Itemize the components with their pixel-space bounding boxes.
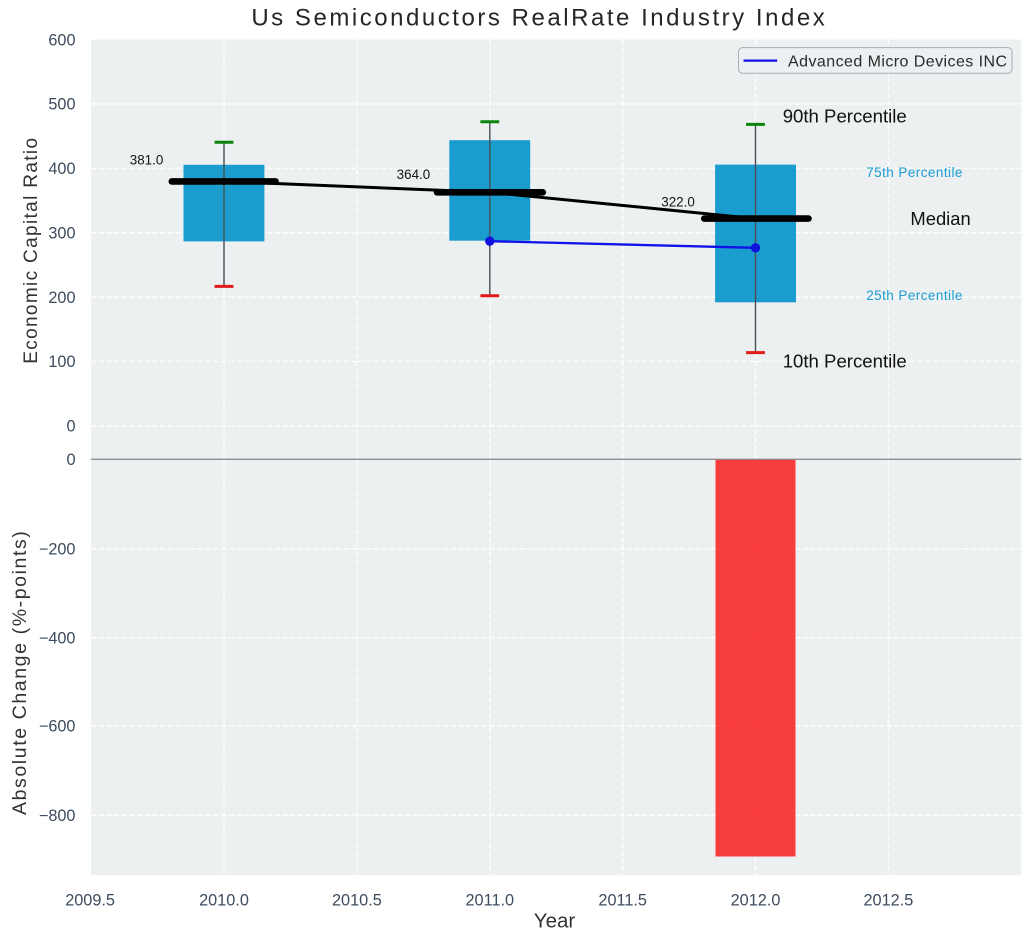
svg-text:−200: −200 [39, 541, 76, 559]
svg-text:−800: −800 [39, 807, 76, 825]
svg-text:2011.5: 2011.5 [598, 891, 647, 909]
svg-text:400: 400 [48, 160, 75, 178]
svg-text:−600: −600 [39, 718, 76, 736]
svg-text:Absolute Change (%-points): Absolute Change (%-points) [9, 530, 31, 815]
svg-text:2010.0: 2010.0 [199, 891, 249, 909]
svg-text:25th Percentile: 25th Percentile [866, 288, 963, 303]
svg-text:500: 500 [48, 96, 75, 114]
svg-text:2010.5: 2010.5 [332, 891, 382, 909]
svg-text:322.0: 322.0 [661, 195, 695, 210]
svg-text:10th Percentile: 10th Percentile [783, 351, 907, 372]
svg-text:75th Percentile: 75th Percentile [866, 165, 963, 180]
svg-text:Advanced Micro Devices INC: Advanced Micro Devices INC [788, 54, 1008, 71]
svg-text:Year: Year [534, 910, 576, 933]
svg-text:Median: Median [910, 208, 970, 229]
svg-text:381.0: 381.0 [130, 153, 164, 168]
svg-text:300: 300 [48, 225, 75, 243]
svg-text:2012.5: 2012.5 [863, 891, 913, 909]
svg-text:364.0: 364.0 [397, 167, 431, 182]
svg-text:0: 0 [66, 451, 75, 469]
svg-text:Us Semiconductors RealRate Ind: Us Semiconductors RealRate Industry Inde… [251, 4, 827, 31]
svg-text:Economic Capital Ratio: Economic Capital Ratio [21, 137, 42, 364]
svg-text:2009.5: 2009.5 [65, 891, 115, 909]
svg-text:600: 600 [48, 31, 75, 49]
svg-text:90th Percentile: 90th Percentile [783, 106, 907, 127]
svg-text:200: 200 [48, 289, 75, 307]
svg-text:2012.0: 2012.0 [731, 891, 781, 909]
svg-text:−400: −400 [39, 629, 76, 647]
svg-text:2011.0: 2011.0 [466, 891, 515, 909]
svg-text:0: 0 [66, 418, 75, 436]
svg-text:100: 100 [48, 353, 75, 371]
